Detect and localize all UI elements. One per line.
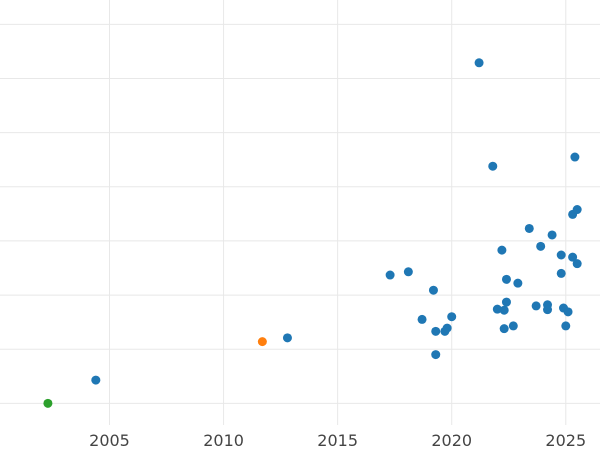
data-points [43, 58, 582, 408]
data-point [499, 324, 509, 334]
data-point [431, 350, 441, 360]
y-grid-lines [0, 23, 600, 404]
x-tick-label: 2015 [317, 431, 358, 450]
data-point [417, 314, 427, 324]
data-point [43, 398, 53, 408]
data-point [403, 267, 413, 277]
data-point [257, 337, 267, 347]
data-point [91, 375, 101, 385]
x-tick-label: 2005 [89, 431, 130, 450]
data-point [488, 161, 498, 171]
x-grid-lines [109, 0, 567, 425]
data-point [499, 305, 509, 315]
data-point [474, 58, 484, 68]
x-axis-tick-labels: 2005 2010 2015 2020 2025 [89, 431, 586, 450]
x-tick-label: 2020 [431, 431, 472, 450]
data-point [513, 278, 523, 288]
data-point [531, 301, 541, 311]
data-point [431, 326, 441, 336]
data-point [501, 297, 511, 307]
data-point [501, 274, 511, 284]
data-point [563, 307, 573, 317]
data-point [492, 304, 502, 314]
data-point [447, 312, 457, 322]
data-point [572, 259, 582, 269]
data-point [282, 333, 292, 343]
data-point [497, 245, 507, 255]
data-point [442, 323, 452, 333]
x-tick-label: 2010 [203, 431, 244, 450]
data-point [556, 250, 566, 260]
data-point [547, 230, 557, 240]
data-point [536, 241, 546, 251]
data-point [572, 205, 582, 215]
data-point [556, 268, 566, 278]
data-point [524, 223, 534, 233]
data-point [508, 321, 518, 331]
data-point [543, 305, 553, 315]
data-point [568, 252, 578, 262]
x-tick-label: 2025 [545, 431, 586, 450]
data-point [385, 270, 395, 280]
data-point [561, 321, 571, 331]
data-point [570, 152, 580, 162]
data-point [428, 285, 438, 295]
